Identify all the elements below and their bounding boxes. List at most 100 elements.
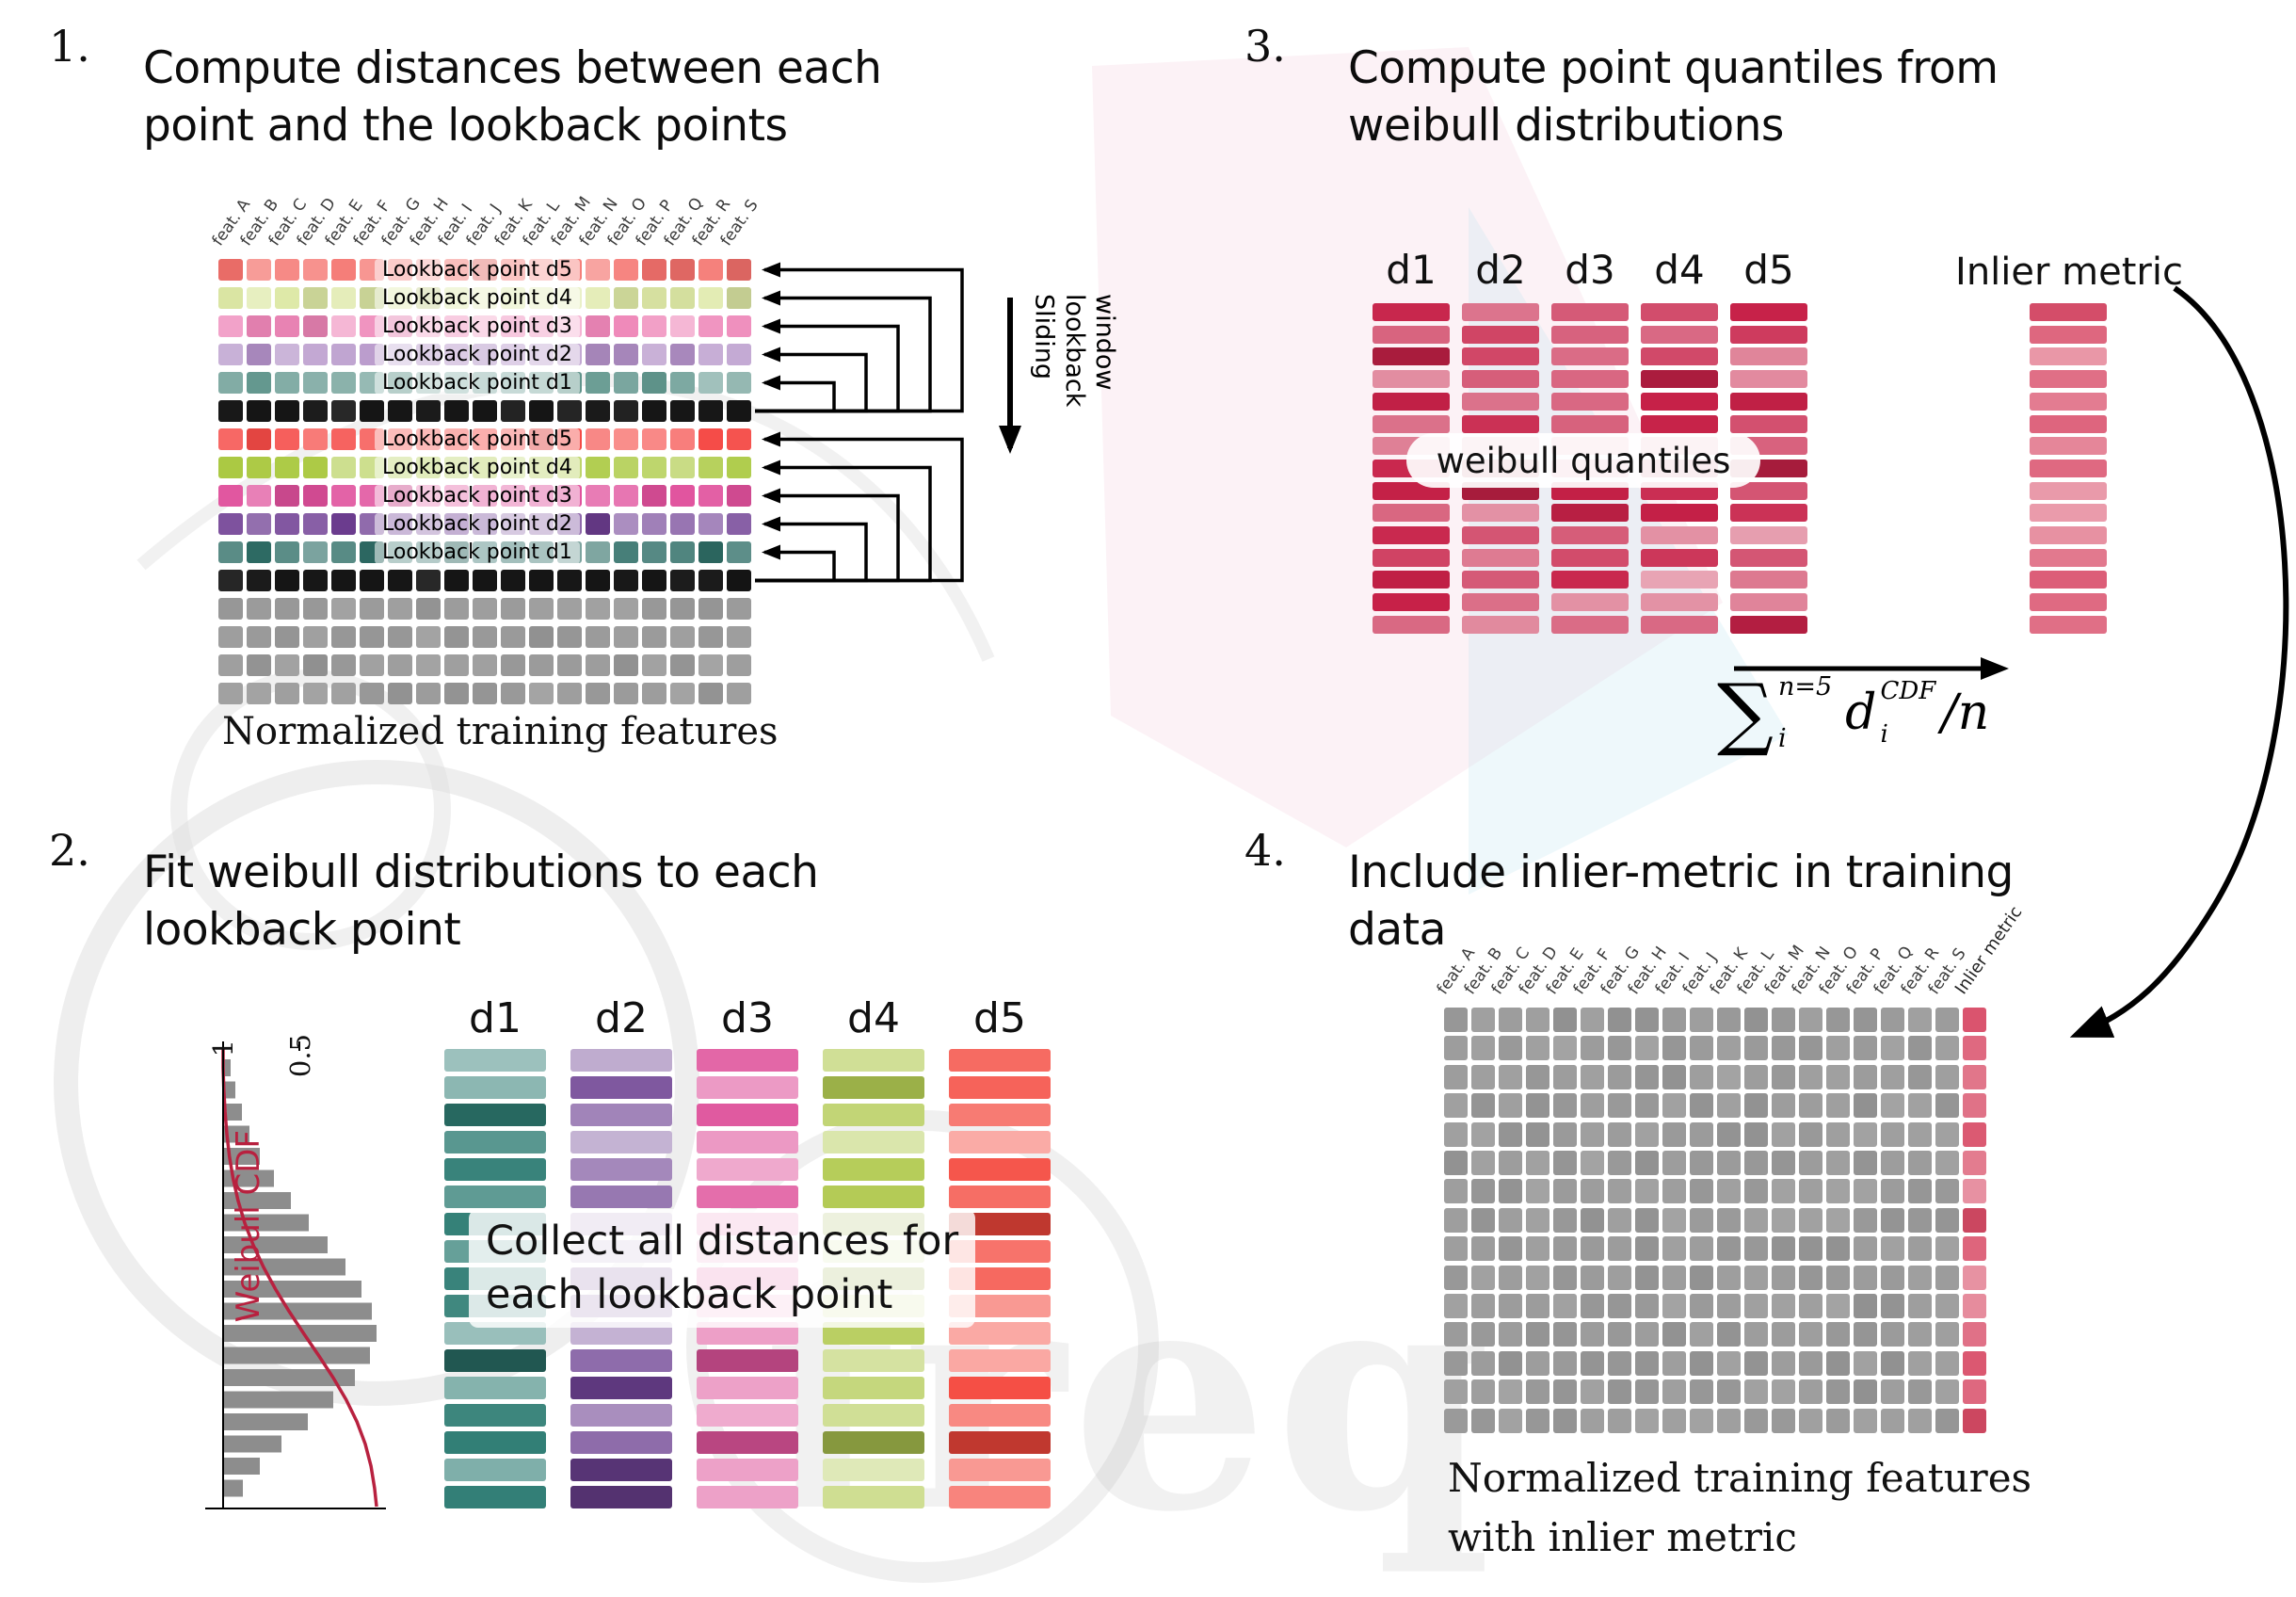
feature-cell bbox=[1444, 1294, 1468, 1318]
distance-bar bbox=[570, 1076, 672, 1099]
distance-bar bbox=[570, 1431, 672, 1454]
feature-cell bbox=[1772, 1322, 1795, 1347]
quantile-bar bbox=[1462, 303, 1539, 321]
p4-caption-line2: with inlier metric bbox=[1448, 1514, 1797, 1560]
feature-cell bbox=[1881, 1208, 1904, 1233]
lookback-row-label: Lookback point d2 bbox=[375, 513, 580, 536]
feature-cell bbox=[586, 344, 610, 365]
weibull-hist-bar bbox=[223, 1258, 345, 1276]
feature-cell bbox=[416, 598, 441, 620]
feature-cell bbox=[218, 457, 243, 478]
feature-cell bbox=[1772, 1294, 1795, 1318]
feature-cell bbox=[1499, 1065, 1522, 1089]
quantile-bar bbox=[1462, 526, 1539, 544]
feature-cell bbox=[727, 513, 751, 535]
distance-bar bbox=[949, 1404, 1051, 1427]
feature-cell bbox=[275, 626, 299, 648]
feature-cell bbox=[331, 372, 356, 394]
feature-cell bbox=[614, 428, 638, 450]
quantile-bar bbox=[1462, 326, 1539, 344]
feature-cell bbox=[586, 485, 610, 507]
feature-cell bbox=[1471, 1294, 1495, 1318]
quantile-bar bbox=[1551, 393, 1629, 411]
feature-cell bbox=[218, 428, 243, 450]
feature-cell bbox=[1908, 1379, 1932, 1404]
feature-cell bbox=[1908, 1208, 1932, 1233]
lookback-row-label: Lookback point d3 bbox=[375, 315, 580, 338]
feature-cell bbox=[1935, 1409, 1959, 1433]
feature-cell bbox=[1662, 1093, 1686, 1118]
inlier-metric-bar bbox=[2030, 504, 2107, 522]
sum-subscript: i bbox=[1777, 724, 1787, 753]
feature-cell bbox=[1772, 1179, 1795, 1203]
feature-cell bbox=[529, 626, 554, 648]
feature-cell bbox=[388, 626, 412, 648]
feature-cell bbox=[444, 683, 469, 704]
feature-cell bbox=[1935, 1065, 1959, 1089]
feature-cell bbox=[303, 541, 328, 563]
feature-cell bbox=[1690, 1036, 1713, 1060]
quantile-bar bbox=[1730, 303, 1807, 321]
feature-cell bbox=[1908, 1409, 1932, 1433]
quantile-bar bbox=[1730, 504, 1807, 522]
quantile-bar bbox=[1373, 593, 1450, 611]
distance-bar bbox=[570, 1131, 672, 1153]
feature-cell bbox=[388, 598, 412, 620]
feature-cell bbox=[1744, 1409, 1768, 1433]
feature-cell bbox=[1881, 1236, 1904, 1261]
feature-cell bbox=[727, 372, 751, 394]
distance-bar bbox=[697, 1349, 798, 1372]
feature-cell bbox=[698, 485, 723, 507]
feature-cell bbox=[1826, 1294, 1850, 1318]
feature-cell bbox=[1908, 1065, 1932, 1089]
feature-cell bbox=[614, 372, 638, 394]
feature-cell bbox=[1499, 1351, 1522, 1376]
feature-cell bbox=[642, 259, 666, 281]
feature-cell bbox=[1608, 1322, 1631, 1347]
feature-cell bbox=[670, 400, 695, 422]
feature-cell bbox=[1444, 1093, 1468, 1118]
feature-cell bbox=[1935, 1236, 1959, 1261]
feature-cell bbox=[614, 654, 638, 676]
feature-cell bbox=[1471, 1351, 1495, 1376]
feature-cell bbox=[642, 428, 666, 450]
feature-cell bbox=[586, 428, 610, 450]
weibull-hist-bar bbox=[223, 1435, 281, 1453]
quantile-bar bbox=[1462, 504, 1539, 522]
feature-cell bbox=[1608, 1122, 1631, 1147]
feature-cell bbox=[1499, 1036, 1522, 1060]
feature-cell bbox=[444, 598, 469, 620]
feature-cell bbox=[1635, 1122, 1659, 1147]
feature-cell bbox=[1444, 1065, 1468, 1089]
quantile-bar bbox=[1641, 326, 1718, 344]
inlier-metric-cell bbox=[1963, 1093, 1986, 1118]
feature-cell bbox=[331, 315, 356, 337]
feature-cell bbox=[1471, 1322, 1495, 1347]
feature-cell bbox=[1690, 1294, 1713, 1318]
lookback-row-label: Lookback point d5 bbox=[375, 428, 580, 451]
feature-cell bbox=[331, 541, 356, 563]
feature-cell bbox=[1635, 1065, 1659, 1089]
feature-cell bbox=[727, 626, 751, 648]
feature-cell bbox=[303, 683, 328, 704]
distance-bar bbox=[444, 1076, 546, 1099]
feature-cell bbox=[1444, 1322, 1468, 1347]
feature-cell bbox=[1717, 1151, 1741, 1175]
feature-cell bbox=[247, 513, 271, 535]
feature-cell bbox=[416, 570, 441, 591]
collect-distances-overlay: Collect all distances for each lookback … bbox=[469, 1209, 976, 1328]
feature-cell bbox=[1772, 1065, 1795, 1089]
feature-cell bbox=[1935, 1266, 1959, 1290]
feature-cell bbox=[247, 428, 271, 450]
feature-cell bbox=[1935, 1322, 1959, 1347]
feature-cell bbox=[1553, 1409, 1577, 1433]
inlier-metric-bar bbox=[2030, 415, 2107, 433]
feature-cell bbox=[1908, 1151, 1932, 1175]
weibull-hist-bar bbox=[223, 1170, 274, 1187]
feature-cell bbox=[1662, 1208, 1686, 1233]
inlier-metric-cell bbox=[1963, 1208, 1986, 1233]
feature-cell bbox=[1717, 1266, 1741, 1290]
feature-cell bbox=[444, 626, 469, 648]
feature-cell bbox=[1499, 1236, 1522, 1261]
feature-cell bbox=[218, 598, 243, 620]
